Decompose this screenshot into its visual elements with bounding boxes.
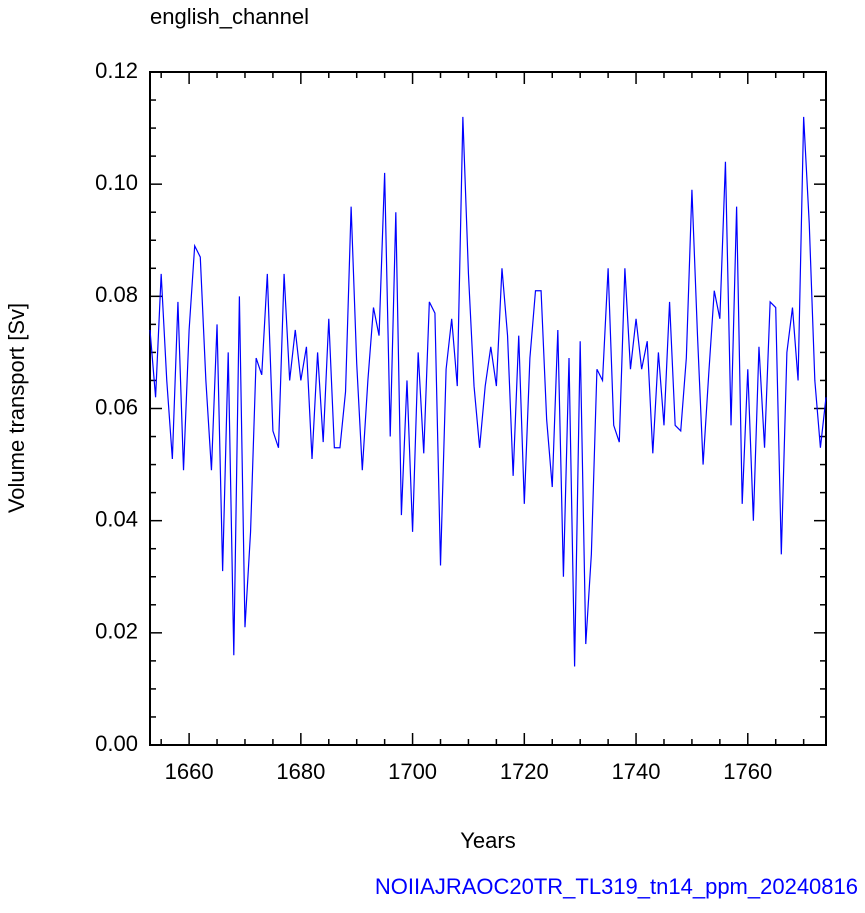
- x-tick-label: 1660: [165, 759, 214, 784]
- x-axis-label: Years: [460, 828, 515, 853]
- footer: NOIIAJRAOC20TR_TL319_tn14_ppm_20240816: [375, 874, 858, 899]
- y-tick-label: 0.10: [95, 170, 138, 195]
- data-line: [149, 116, 827, 667]
- y-tick-label: 0.08: [95, 282, 138, 307]
- y-tick-label: 0.06: [95, 394, 138, 419]
- x-tick-label: 1700: [388, 759, 437, 784]
- x-tick-label: 1720: [500, 759, 549, 784]
- y-tick-label: 0.12: [95, 58, 138, 83]
- x-tick-label: 1680: [276, 759, 325, 784]
- y-axis-label: Volume transport [Sv]: [4, 303, 29, 513]
- y-tick-label: 0.02: [95, 619, 138, 644]
- x-tick-label: 1740: [612, 759, 661, 784]
- x-tick-label: 1760: [723, 759, 772, 784]
- y-tick-label: 0.00: [95, 731, 138, 756]
- chart-title: english_channel: [150, 4, 309, 29]
- y-tick-label: 0.04: [95, 506, 138, 531]
